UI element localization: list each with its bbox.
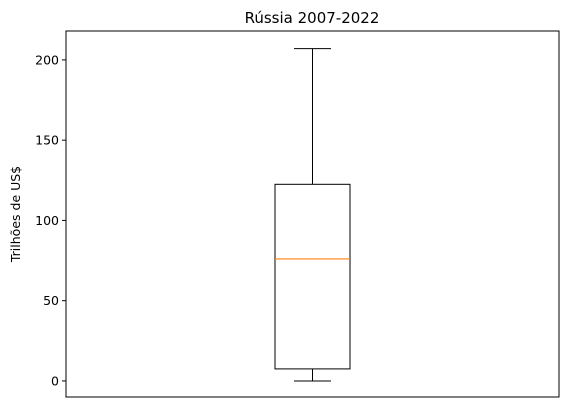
box-iqr	[274, 183, 351, 370]
box-plot-group	[274, 48, 351, 382]
y-tick-label: 200	[35, 52, 59, 67]
y-tick-label: 150	[35, 133, 59, 148]
chart-title: Rússia 2007-2022	[245, 9, 380, 27]
y-axis-label: Trilhões de US$	[8, 166, 23, 263]
y-tick-label: 50	[43, 293, 59, 308]
y-tick-label: 100	[35, 213, 59, 228]
y-axis-ticks: 0 50 100 150 200	[35, 52, 66, 388]
y-tick-label: 0	[51, 373, 59, 388]
